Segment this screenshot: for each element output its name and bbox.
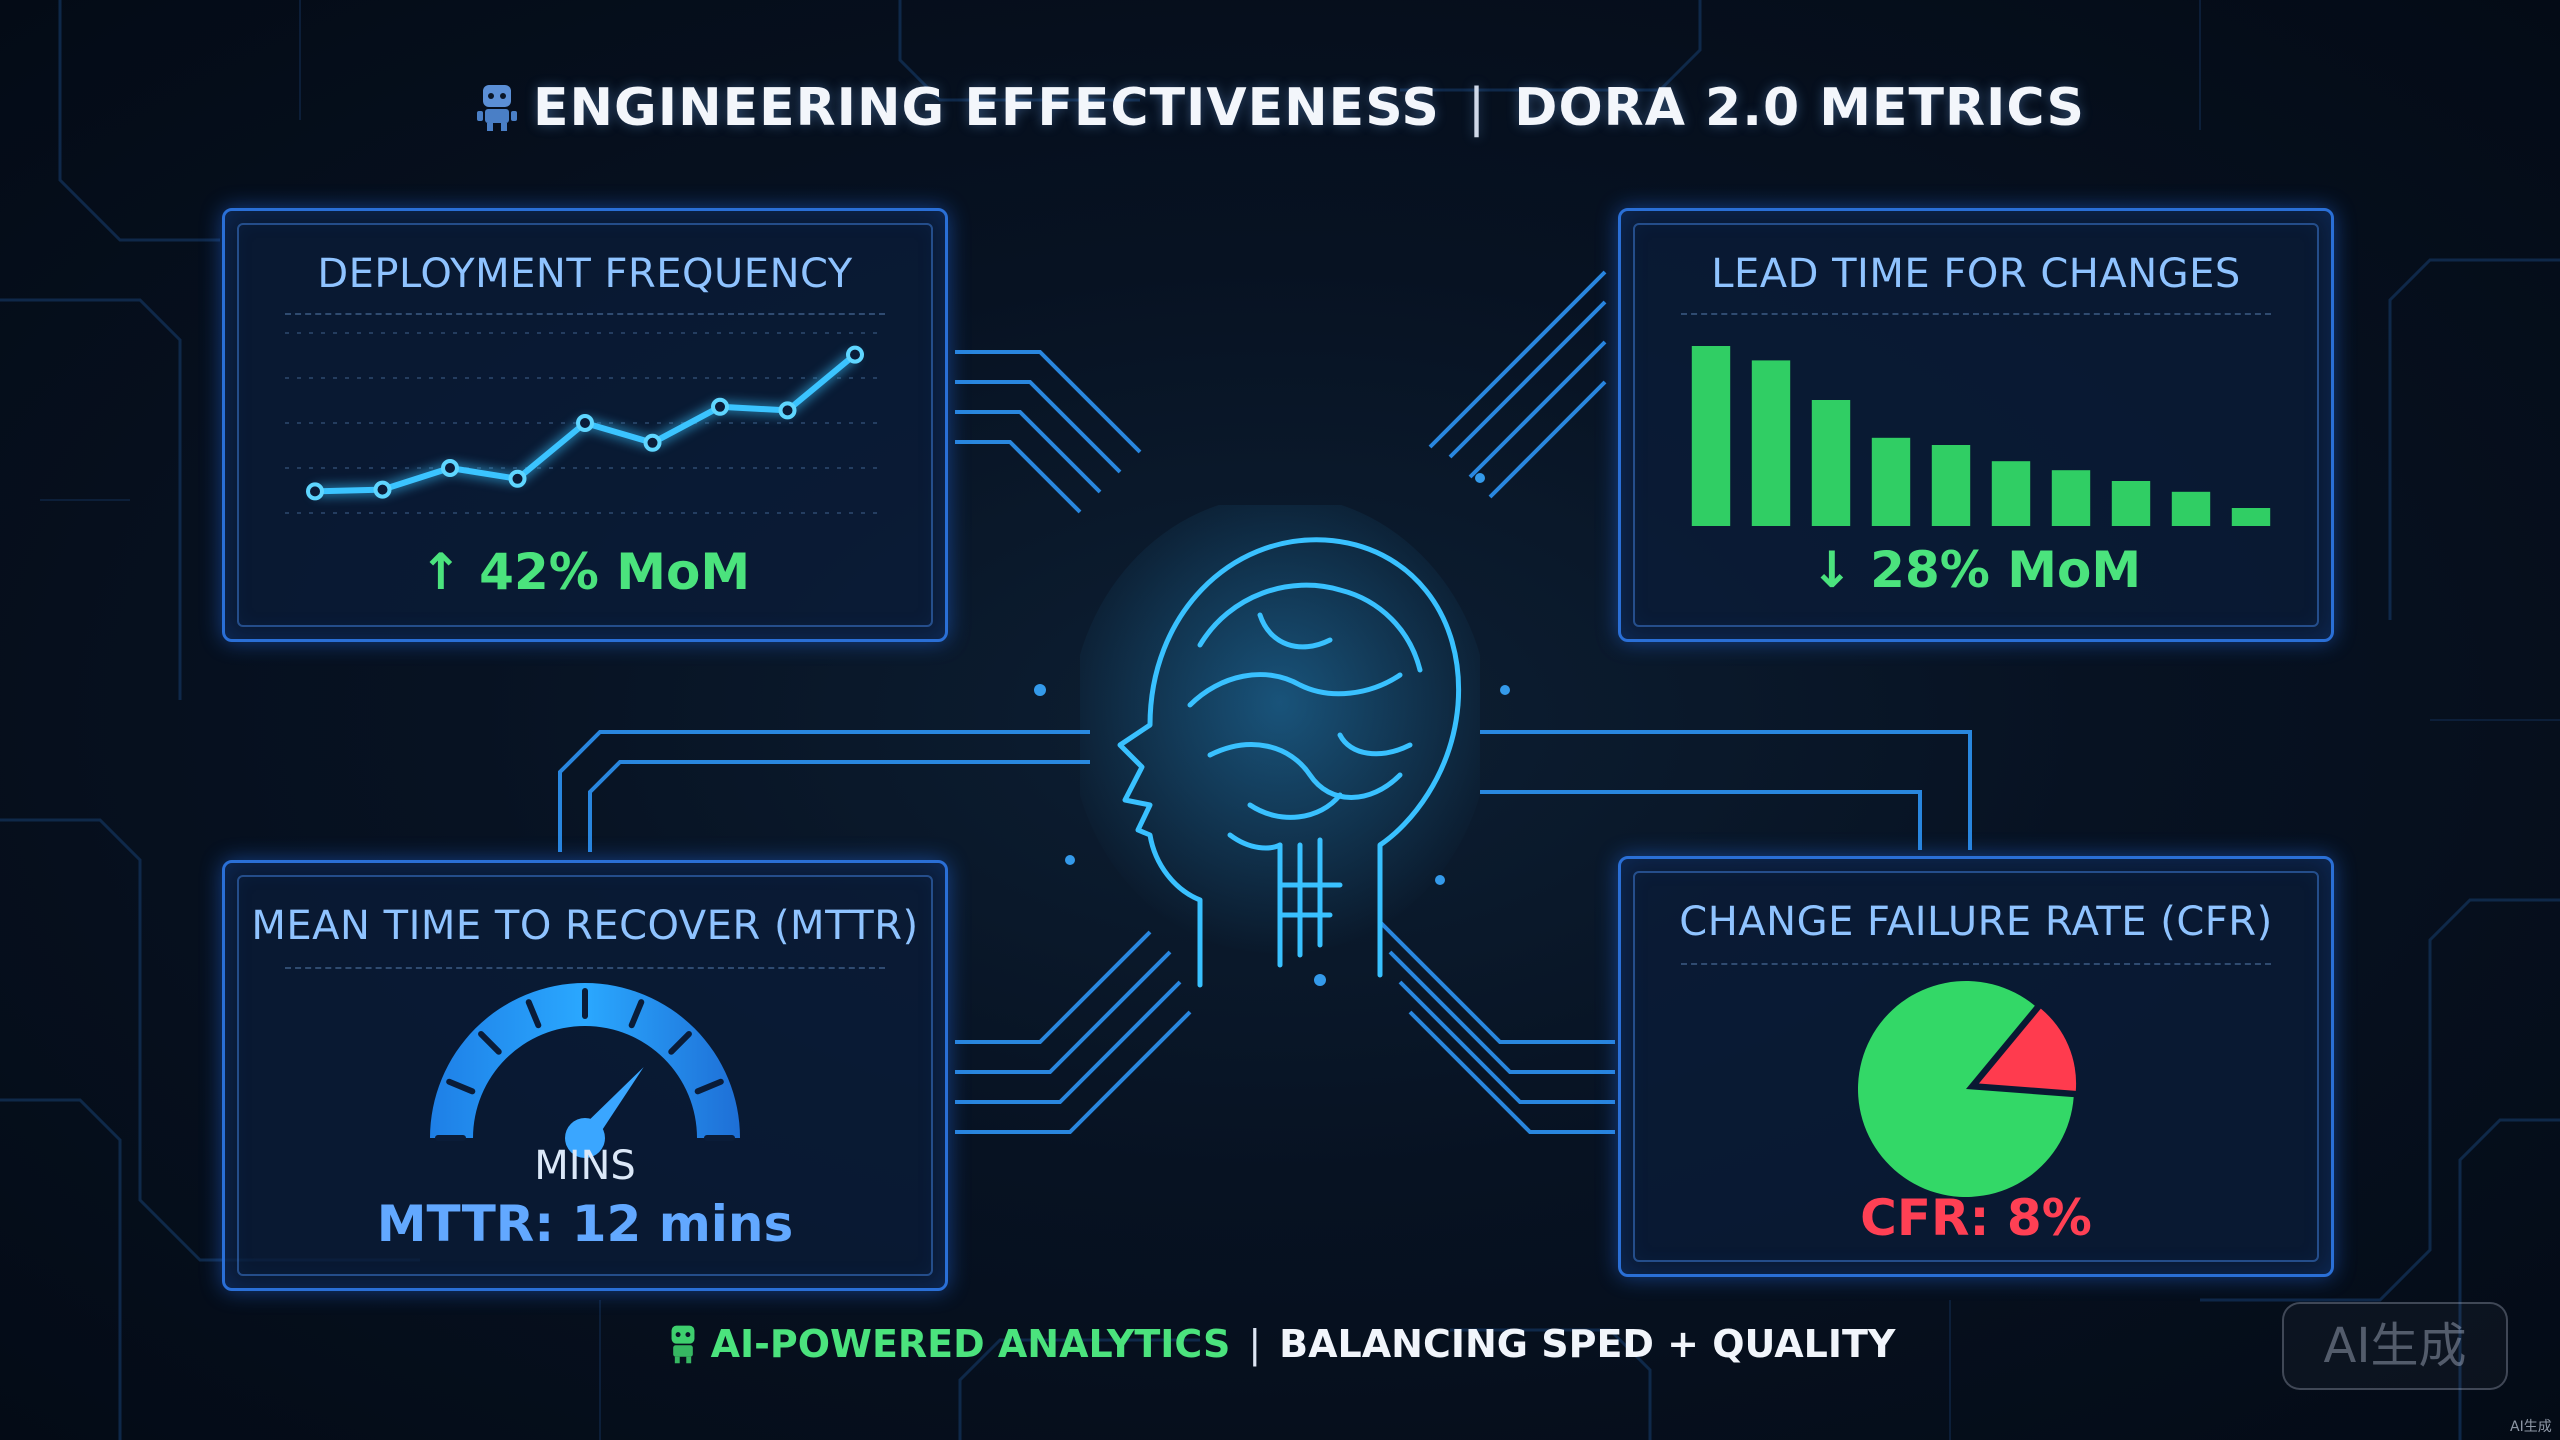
footer-ai-label: AI-POWERED ANALYTICS <box>710 1322 1231 1366</box>
panel-title: MEAN TIME TO RECOVER (MTTR) <box>251 903 919 949</box>
robot-icon <box>665 1320 701 1373</box>
data-point <box>711 397 729 416</box>
mttr-annotation: MTTR: 12 mins <box>376 1195 794 1253</box>
data-point <box>306 482 324 501</box>
footer-separator: | <box>1248 1322 1262 1366</box>
header-title-right: DORA 2.0 METRICS <box>1514 78 2085 138</box>
lead-time-annotation: ↓ 28% MoM <box>1810 541 2142 599</box>
panel-divider <box>1681 313 2271 315</box>
deployment-line-chart <box>285 332 885 514</box>
panel-divider <box>285 313 885 315</box>
pie-slice-success <box>1858 981 2074 1197</box>
mttr-gauge <box>430 983 740 1158</box>
gauge-hub <box>565 1118 605 1158</box>
gauge-arc <box>430 983 740 1138</box>
bar <box>1991 461 2031 526</box>
deployment-frequency-panel: DEPLOYMENT FREQUENCY ↑ 42% MoM <box>222 208 948 642</box>
gauge-tick <box>478 1031 502 1055</box>
panel-title: CHANGE FAILURE RATE (CFR) <box>1679 899 2273 945</box>
page-header: ENGINEERING EFFECTIVENESS | DORA 2.0 METRI… <box>0 78 2560 144</box>
header-title-left: ENGINEERING EFFECTIVENESS <box>533 78 1440 138</box>
lead-time-bar-chart <box>1691 346 2271 526</box>
brain-head-icon <box>1080 505 1480 988</box>
gauge-unit-label: MINS <box>534 1143 636 1189</box>
cfr-annotation: CFR: 8% <box>1860 1189 2092 1247</box>
pie-slice-failure <box>1978 1008 2077 1091</box>
footer-balance-label: BALANCING SPED + QUALITY <box>1279 1322 1896 1366</box>
data-point <box>643 433 662 452</box>
cfr-pie-chart <box>1858 981 2077 1197</box>
bar <box>2171 491 2211 526</box>
header-separator: | <box>1467 78 1487 138</box>
bar <box>2231 508 2271 526</box>
cfr-panel: CHANGE FAILURE RATE (CFR) CFR: 8% <box>1618 856 2334 1277</box>
bar <box>1751 360 1791 526</box>
bar <box>2111 481 2151 526</box>
gauge-tick <box>446 1078 476 1095</box>
deployment-annotation: ↑ 42% MoM <box>419 543 751 601</box>
bar <box>1691 346 1731 526</box>
panel-title: LEAD TIME FOR CHANGES <box>1711 251 2241 297</box>
bar <box>1811 400 1851 526</box>
data-point <box>441 459 459 477</box>
gauge-tick <box>668 1031 692 1055</box>
watermark-small: AI生成 <box>2510 1419 2552 1435</box>
page-footer: AI-POWERED ANALYTICS | BALANCING SPED + QU… <box>0 1320 2560 1373</box>
lead-time-panel: LEAD TIME FOR CHANGES ↓ 28% MoM <box>1618 208 2334 642</box>
watermark-badge: AI生成 <box>2282 1302 2508 1390</box>
panel-divider <box>285 967 885 969</box>
robot-icon <box>475 79 519 144</box>
data-point <box>576 414 594 432</box>
panel-title: DEPLOYMENT FREQUENCY <box>317 251 853 297</box>
bar <box>1931 445 1971 526</box>
gauge-tick <box>525 999 542 1029</box>
data-point <box>778 401 797 420</box>
gauge-tick <box>694 1078 724 1095</box>
bar <box>1871 437 1911 526</box>
mttr-panel: MEAN TIME TO RECOVER (MTTR) MINS MTTR: 1… <box>222 860 948 1291</box>
data-point <box>373 480 392 499</box>
bar <box>2051 470 2091 526</box>
data-point <box>846 345 864 364</box>
gauge-tick <box>628 999 645 1029</box>
panel-divider <box>1681 963 2271 965</box>
data-point <box>508 469 527 488</box>
